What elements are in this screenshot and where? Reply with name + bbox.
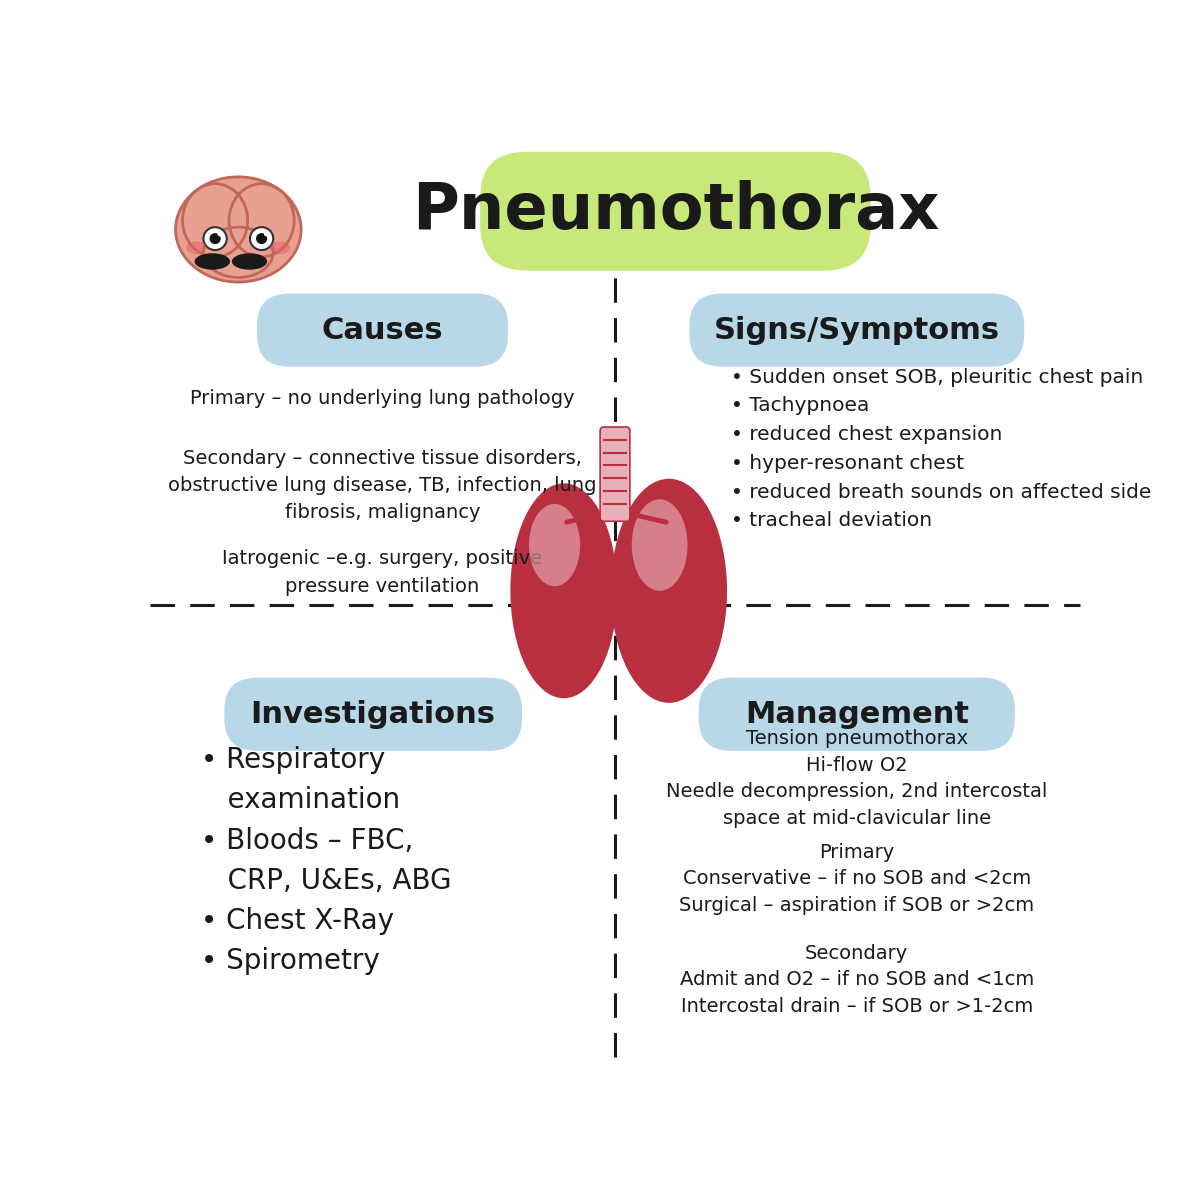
Text: Management: Management	[745, 700, 968, 728]
Ellipse shape	[611, 479, 727, 703]
Text: Causes: Causes	[322, 316, 443, 345]
Ellipse shape	[210, 233, 221, 244]
Text: Tension pneumothorax
Hi-flow O2
Needle decompression, 2nd intercostal
space at m: Tension pneumothorax Hi-flow O2 Needle d…	[666, 729, 1048, 828]
FancyBboxPatch shape	[698, 677, 1015, 751]
Text: Primary – no underlying lung pathology: Primary – no underlying lung pathology	[190, 390, 575, 409]
Ellipse shape	[186, 241, 206, 254]
Ellipse shape	[631, 499, 688, 590]
FancyBboxPatch shape	[600, 426, 630, 522]
Text: Secondary
Admit and O2 – if no SOB and <1cm
Intercostal drain – if SOB or >1-2cm: Secondary Admit and O2 – if no SOB and <…	[679, 943, 1034, 1016]
FancyBboxPatch shape	[690, 293, 1025, 367]
Ellipse shape	[204, 227, 227, 249]
Ellipse shape	[217, 232, 222, 236]
FancyBboxPatch shape	[257, 293, 508, 367]
Ellipse shape	[270, 241, 290, 254]
FancyBboxPatch shape	[224, 677, 522, 751]
Text: • Sudden onset SOB, pleuritic chest pain
• Tachypnoea
• reduced chest expansion
: • Sudden onset SOB, pleuritic chest pain…	[731, 367, 1152, 530]
Ellipse shape	[264, 232, 269, 236]
Ellipse shape	[510, 484, 617, 699]
Ellipse shape	[250, 227, 274, 249]
Ellipse shape	[529, 504, 580, 586]
Ellipse shape	[175, 177, 301, 282]
Ellipse shape	[256, 233, 268, 244]
Ellipse shape	[194, 253, 230, 270]
Text: Primary
Conservative – if no SOB and <2cm
Surgical – aspiration if SOB or >2cm: Primary Conservative – if no SOB and <2c…	[679, 843, 1034, 915]
Text: • Respiratory
   examination
• Bloods – FBC,
   CRP, U&Es, ABG
• Chest X-Ray
• S: • Respiratory examination • Bloods – FBC…	[202, 746, 451, 975]
Text: Secondary – connective tissue disorders,
obstructive lung disease, TB, infection: Secondary – connective tissue disorders,…	[168, 449, 596, 523]
Text: Signs/Symptoms: Signs/Symptoms	[714, 316, 1000, 345]
Ellipse shape	[232, 253, 268, 270]
FancyBboxPatch shape	[480, 152, 871, 271]
Text: Investigations: Investigations	[251, 700, 496, 728]
Text: Pneumothorax: Pneumothorax	[412, 181, 940, 242]
Text: Iatrogenic –e.g. surgery, positive
pressure ventilation: Iatrogenic –e.g. surgery, positive press…	[222, 549, 542, 595]
